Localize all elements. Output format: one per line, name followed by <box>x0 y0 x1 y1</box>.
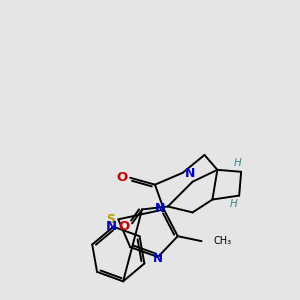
Text: H: H <box>229 200 237 209</box>
Text: O: O <box>118 220 130 233</box>
Text: N: N <box>155 202 165 215</box>
Text: S: S <box>106 213 115 226</box>
Text: N: N <box>106 220 117 233</box>
Text: N: N <box>185 167 195 180</box>
Text: CH₃: CH₃ <box>213 236 232 246</box>
Text: H: H <box>233 158 241 168</box>
Text: N: N <box>153 252 163 265</box>
Text: O: O <box>117 171 128 184</box>
